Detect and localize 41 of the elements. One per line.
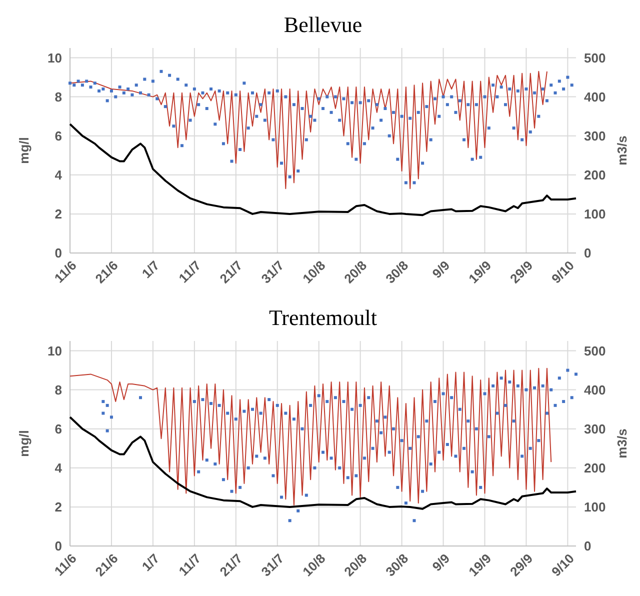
y-tick-label: 2	[54, 500, 62, 514]
line-series	[70, 368, 552, 506]
x-tick-label: 1/7	[138, 258, 162, 282]
y2-axis-title: m3/s	[614, 136, 630, 166]
line-series	[69, 416, 577, 510]
x-tick-label: 19/9	[466, 258, 494, 286]
y-tick-label: 10	[48, 50, 62, 66]
y2-tick-label: 0	[584, 538, 592, 554]
y-tick-label: 4	[54, 167, 63, 182]
y-axis-title: mg/l	[16, 137, 32, 164]
y-tick-label: 4	[54, 460, 63, 476]
y2-tick-label: 200	[584, 167, 606, 182]
y2-tick-label: 100	[584, 206, 606, 222]
x-tick-label: 19/9	[466, 550, 494, 580]
x-tick-label: 9/9	[429, 550, 453, 574]
y2-axis-title: m3/s	[614, 428, 630, 458]
y-axis-title: mg/l	[16, 430, 32, 457]
y2-tick-label: 300	[584, 128, 606, 144]
chart-title: Bellevue	[284, 12, 362, 37]
y2-tick-label: 200	[584, 460, 606, 476]
y2-tick-label: 400	[584, 89, 606, 104]
line-series	[69, 123, 577, 216]
y-tick-label: 10	[48, 343, 62, 358]
y2-tick-label: 500	[584, 50, 606, 66]
y2-tick-label: 0	[584, 246, 592, 261]
x-tick-label: 9/9	[429, 258, 453, 282]
x-tick-label: 30/8	[382, 258, 412, 286]
x-tick-label: 30/8	[382, 550, 412, 580]
x-tick-label: 9/10	[548, 258, 578, 286]
y2-tick-label: 400	[584, 382, 606, 398]
y-tick-label: 2	[54, 206, 62, 222]
chart-title: Trentemoult	[269, 305, 377, 330]
y-tick-label: 6	[54, 128, 62, 144]
y-tick-label: 8	[54, 89, 62, 104]
y2-tick-label: 500	[584, 343, 606, 358]
y2-tick-label: 300	[584, 421, 606, 436]
y-tick-label: 8	[54, 382, 62, 398]
y-tick-label: 6	[54, 421, 62, 436]
y2-tick-label: 100	[584, 500, 606, 514]
x-tick-label: 1/7	[138, 550, 162, 574]
x-tick-label: 9/10	[548, 550, 578, 580]
